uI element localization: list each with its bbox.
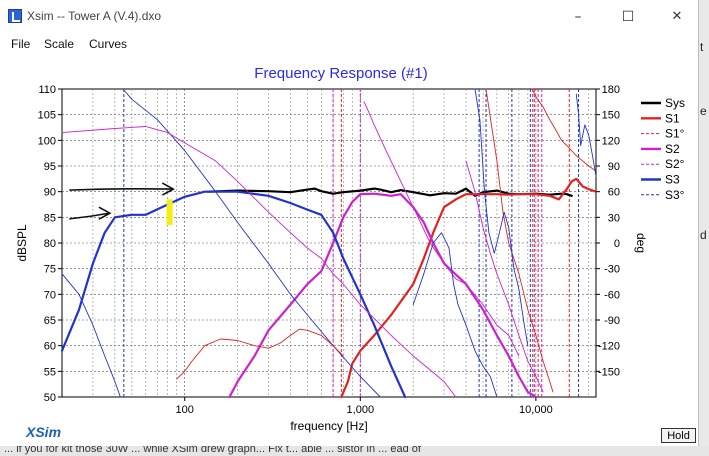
- annotations: [69, 182, 176, 226]
- y-tick-label: 65: [44, 315, 56, 327]
- legend-label: S1°: [665, 127, 685, 141]
- background-partial-text: ... if you for kit those 30W ... while X…: [4, 446, 421, 455]
- series-s2-phaseb: [363, 101, 520, 357]
- x-axis-ticks: 100 1,000 10,000: [176, 397, 553, 416]
- series-s3-phasee: [575, 93, 597, 177]
- x-tick-label: 10,000: [519, 404, 553, 416]
- background-window-bottom: ... if you for kit those 30W ... while X…: [0, 446, 709, 456]
- y-tick-label: 100: [38, 135, 56, 147]
- window-title: Xsim -- Tower A (V.4).dxo: [27, 9, 162, 23]
- x-axis-label: frequency [Hz]: [290, 419, 367, 433]
- y-tick-label: 60: [44, 341, 56, 353]
- series-s3-phased: [474, 88, 529, 347]
- background-text-fragment: t: [700, 40, 704, 54]
- legend-label: Sys: [665, 96, 685, 110]
- right-axis-label: deg: [634, 233, 648, 253]
- y-tick-label: 75: [44, 264, 56, 276]
- close-button[interactable]: ✕: [671, 9, 683, 24]
- right-tick-label: 90: [608, 161, 620, 173]
- menu-curves[interactable]: Curves: [89, 37, 128, 51]
- series-s2: [228, 192, 538, 399]
- xsim-logo: XSim: [26, 424, 62, 440]
- menu-file[interactable]: File: [11, 37, 31, 51]
- x-tick-label: 1,000: [347, 404, 375, 416]
- curves: [60, 88, 598, 399]
- series-s3: [60, 190, 407, 399]
- right-tick-label: -120: [598, 341, 620, 353]
- chart-area: Frequency Response (#1) 50 55 60 65 70 75 80 85…: [0, 56, 698, 446]
- series-s2-phasec: [465, 160, 544, 393]
- xsim-app-icon: [8, 9, 22, 23]
- annotation-arrowhead: [161, 182, 176, 196]
- annotation-arrow: [69, 187, 173, 191]
- title-bar: Xsim -- Tower A (V.4).dxo – ☐ ✕: [0, 0, 698, 34]
- right-tick-label: -150: [598, 366, 620, 378]
- y-tick-label: 95: [44, 161, 56, 173]
- minimize-button[interactable]: –: [574, 9, 582, 25]
- maximize-button[interactable]: ☐: [621, 9, 635, 25]
- series-s1-phase: [176, 328, 344, 380]
- y-tick-label: 55: [44, 366, 56, 378]
- y-tick-label: 110: [38, 84, 56, 96]
- series-s3-phaseb: [61, 273, 121, 398]
- legend-label: S3: [665, 173, 680, 187]
- right-tick-label: 30: [608, 212, 620, 224]
- y-tick-label: 70: [44, 289, 56, 301]
- background-text-fragment: e: [700, 104, 707, 118]
- y-tick-label: 90: [44, 187, 56, 199]
- menu-scale[interactable]: Scale: [44, 37, 75, 51]
- right-tick-label: -30: [604, 264, 620, 276]
- chart-title: Frequency Response (#1): [254, 65, 427, 82]
- y-axis-label: dBSPL: [15, 224, 29, 262]
- x-tick-label: 100: [176, 404, 194, 416]
- annotation-arrow: [69, 212, 110, 220]
- menu-bar: File Scale Curves: [0, 34, 698, 56]
- gridlines: [62, 89, 596, 397]
- frequency-response-chart: Frequency Response (#1) 50 55 60 65 70 75 80 85…: [15, 65, 685, 433]
- annotation-arrowhead: [98, 206, 112, 220]
- series-s1-phaseb: [531, 88, 597, 172]
- y-tick-label: 105: [38, 110, 56, 122]
- legend-label: S2: [665, 142, 680, 156]
- series-s3-phasec: [412, 232, 498, 398]
- y-tick-label: 80: [44, 238, 56, 250]
- right-tick-label: 150: [602, 110, 620, 122]
- y-tick-label: 85: [44, 212, 56, 224]
- right-tick-label: 120: [602, 135, 620, 147]
- y-tick-label: 50: [44, 392, 56, 404]
- legend-label: S2°: [665, 157, 685, 171]
- legend-label: S3°: [665, 188, 685, 202]
- series-s1: [340, 177, 598, 399]
- background-window-edge: [698, 0, 709, 456]
- right-tick-label: -90: [604, 315, 620, 327]
- left-axis-ticks: 50 55 60 65 70 75 80 85 90 95 100 105 110: [38, 84, 62, 404]
- right-axis-ticks: -150 -120 -90 -60 -30 0 30 60 90 120 150 180: [596, 84, 620, 378]
- background-text-fragment: d: [700, 228, 707, 242]
- annotation-yellow-marker: [166, 199, 173, 226]
- legend-label: S1: [665, 111, 680, 125]
- right-tick-label: 60: [608, 187, 620, 199]
- right-tick-label: 0: [614, 238, 620, 250]
- right-tick-label: 180: [602, 84, 620, 96]
- series-s2-phase: [61, 126, 457, 398]
- series-s1-phasec: [485, 88, 554, 393]
- right-tick-label: -60: [604, 289, 620, 301]
- hold-button[interactable]: Hold: [661, 428, 696, 443]
